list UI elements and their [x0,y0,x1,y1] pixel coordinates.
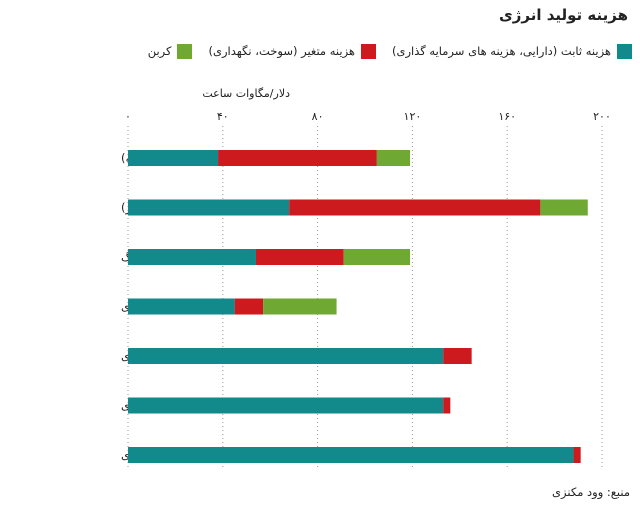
bar-segment [263,298,337,315]
legend-label-variable-cost: هزینه متغیر (سوخت، نگهداری) [208,44,355,58]
bar-segment [128,199,290,216]
legend-item-variable-cost: هزینه متغیر (سوخت، نگهداری) [208,43,376,59]
x-tick-label: ۴۰ [217,110,229,123]
legend-label-fixed-cost: هزینه ثابت (دارایی، هزینه های سرمایه گذا… [392,44,611,58]
source-note: منبع: وود مکنزی [552,485,630,499]
legend-item-fixed-cost: هزینه ثابت (دارایی، هزینه های سرمایه گذا… [392,43,632,59]
bar-segment [343,249,411,265]
x-tick-label: ۱۶۰ [498,110,516,123]
x-tick-label: ۸۰ [312,110,324,123]
bar-chart: ۰۴۰۸۰۱۲۰۱۶۰۲۰۰گاز (چرخه بسته)گاز (چرخه ب… [121,110,611,470]
legend: هزینه ثابت (دارایی، هزینه های سرمایه گذا… [148,40,632,62]
bar-segment [443,397,451,414]
bar-segment [128,397,444,414]
bar-segment [234,298,264,315]
bar-segment [573,447,581,463]
x-axis-title: دلار/مگاوات ساعت [202,87,290,100]
bar-segment [255,249,344,265]
legend-swatch-fixed-cost [617,43,632,59]
legend-item-carbon: کربن [147,43,193,59]
bar-segment [218,150,377,166]
legend-label-carbon: کربن [147,44,172,58]
x-tick-label: ۱۲۰ [404,110,422,123]
x-tick-label: ۰ [125,110,131,123]
bar-segment [376,150,411,166]
bar-segment [540,199,588,216]
bar-segment [128,298,235,315]
bar-segment [128,348,444,364]
bar-segment [289,199,541,216]
bar-segment [443,348,472,364]
legend-swatch-variable-cost [361,43,376,59]
bar-segment [128,447,574,463]
chart-title: هزینه تولید انرژی [499,6,628,24]
bar-segment [128,249,256,265]
x-tick-label: ۲۰۰ [593,110,611,123]
legend-swatch-carbon [177,43,193,59]
bar-segment [128,150,219,166]
